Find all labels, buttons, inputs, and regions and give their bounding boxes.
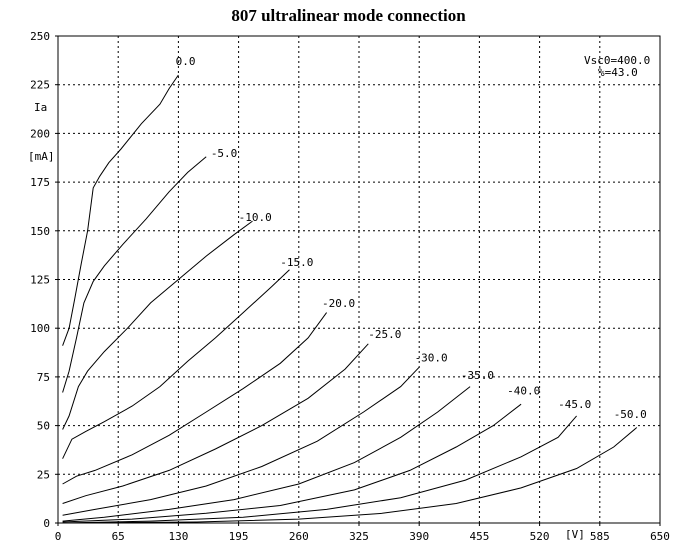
y-tick-label: 125 <box>30 274 50 287</box>
x-tick-label: 455 <box>469 530 489 543</box>
curve-label: -25.0 <box>368 328 401 341</box>
curve-line <box>62 415 577 524</box>
y-tick-label: 0 <box>43 517 50 530</box>
curve-line <box>62 269 290 459</box>
curve-line <box>62 343 369 504</box>
curve-label: -50.0 <box>614 408 647 421</box>
curve-label: 0.0 <box>176 55 196 68</box>
curve-line <box>62 74 179 346</box>
curve-label: -5.0 <box>211 147 238 160</box>
curve-label: -30.0 <box>415 351 448 364</box>
annotation-vsc0: Vsc0=400.0 <box>584 54 650 67</box>
y-tick-label: 200 <box>30 127 50 140</box>
curve-label: -15.0 <box>280 256 313 269</box>
x-tick-label: 0 <box>55 530 62 543</box>
curve-line <box>62 312 328 485</box>
x-tick-label: 130 <box>168 530 188 543</box>
chart-title: 807 ultralinear mode connection <box>231 6 466 25</box>
curve-line <box>62 220 253 430</box>
x-axis-unit: [V] <box>565 528 585 541</box>
y-tick-label: 25 <box>37 468 50 481</box>
x-tick-label: 520 <box>530 530 550 543</box>
curve-line <box>62 366 420 516</box>
curve-label: -45.0 <box>558 398 591 411</box>
y-tick-label: 175 <box>30 176 50 189</box>
grid <box>58 36 660 523</box>
x-tick-label: 260 <box>289 530 309 543</box>
y-tick-label: 75 <box>37 371 50 384</box>
curve-line <box>62 386 471 522</box>
curve-label: -10.0 <box>239 211 272 224</box>
annotation-percent: %=43.0 <box>598 66 638 79</box>
y-tick-label: 225 <box>30 79 50 92</box>
curve-label: -35.0 <box>461 369 494 382</box>
y-tick-label: 50 <box>37 420 50 433</box>
x-tick-label: 650 <box>650 530 670 543</box>
y-tick-label: 250 <box>30 30 50 43</box>
y-tick-label: 100 <box>30 322 50 335</box>
curves: 0.0 -5.0 -10.0 -15.0 -20.0 -25.0 -30.0 -35.0 -40… <box>62 55 647 524</box>
x-tick-label: 195 <box>229 530 249 543</box>
curve-label: -20.0 <box>322 297 355 310</box>
curve-line <box>62 156 207 393</box>
curve-label: -40.0 <box>507 384 540 397</box>
y-axis-label: Ia <box>34 101 47 114</box>
y-axis-unit: [mA] <box>28 150 55 163</box>
curve-line <box>62 427 638 524</box>
x-tick-label: 585 <box>590 530 610 543</box>
curve-line <box>62 403 522 523</box>
x-tick-label: 390 <box>409 530 429 543</box>
x-tick-label: 325 <box>349 530 369 543</box>
axis-ticks: 0 65 130 195 260 325 390 455 520 585 650 0 25 50 75 100… <box>30 30 670 543</box>
x-tick-label: 65 <box>112 530 125 543</box>
y-tick-label: 150 <box>30 225 50 238</box>
